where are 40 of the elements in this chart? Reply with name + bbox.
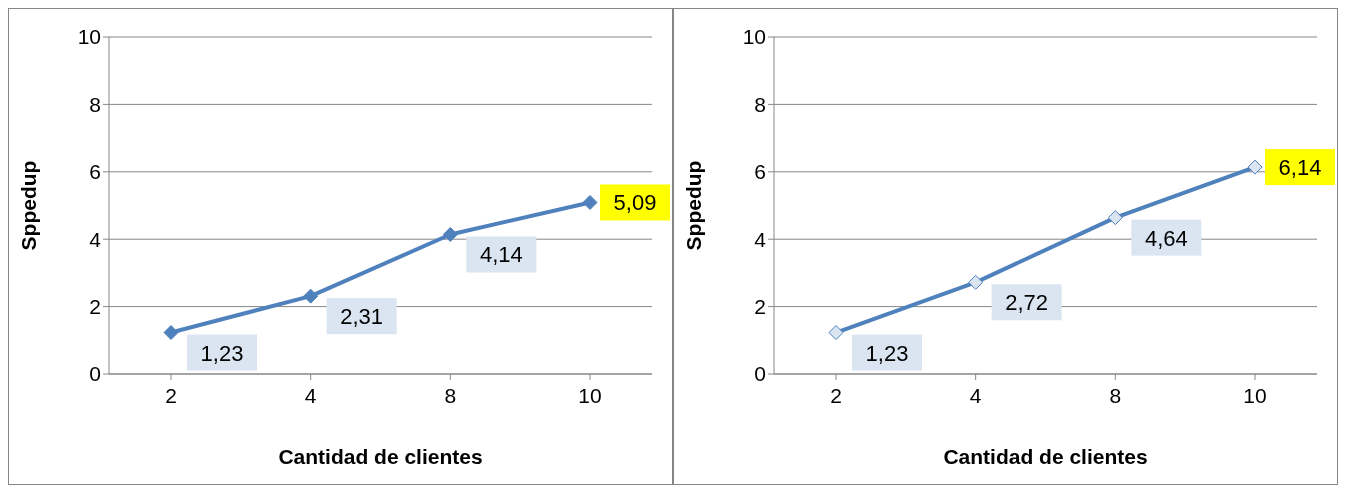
x-tick-label: 8 — [1109, 383, 1122, 407]
x-tick-label: 10 — [578, 383, 602, 407]
point — [163, 325, 179, 341]
point — [303, 288, 319, 304]
point — [968, 274, 984, 290]
x-tick-label: 4 — [304, 383, 317, 407]
y-tick-label: 10 — [742, 25, 766, 49]
y-tick-label: 0 — [89, 362, 101, 386]
data-label: 5,09 — [613, 190, 657, 216]
x-tick-label: 2 — [830, 383, 842, 407]
point — [828, 325, 844, 341]
data-label: 1,23 — [865, 340, 909, 366]
data-label: 1,23 — [200, 340, 244, 366]
point — [1107, 210, 1123, 226]
y-tick-label: 2 — [754, 295, 766, 319]
y-tick-label: 0 — [754, 362, 766, 386]
point — [442, 226, 458, 242]
y-tick-label: 6 — [89, 160, 101, 184]
y-axis-title: Sppedup — [682, 160, 706, 251]
x-axis-title: Cantidad de clientes — [943, 445, 1148, 468]
data-label: 2,72 — [1005, 290, 1049, 316]
data-label: 4,64 — [1144, 225, 1188, 251]
y-tick-label: 6 — [754, 160, 766, 184]
data-label: 4,14 — [479, 242, 523, 268]
x-tick-label: 10 — [1243, 383, 1267, 407]
y-tick-label: 2 — [89, 295, 101, 319]
y-axis-title: Sppedup — [17, 160, 41, 251]
y-tick-label: 10 — [77, 25, 101, 49]
x-tick-label: 2 — [165, 383, 177, 407]
data-label: 2,31 — [340, 304, 384, 330]
y-tick-label: 8 — [89, 92, 101, 116]
x-tick-label: 8 — [444, 383, 457, 407]
y-tick-label: 8 — [754, 92, 766, 116]
point — [582, 194, 598, 210]
x-tick-label: 4 — [969, 383, 982, 407]
point — [1247, 159, 1263, 175]
x-axis-title: Cantidad de clientes — [278, 445, 483, 468]
data-label: 6,14 — [1278, 155, 1322, 181]
y-tick-label: 4 — [754, 227, 767, 251]
y-tick-label: 4 — [89, 227, 102, 251]
